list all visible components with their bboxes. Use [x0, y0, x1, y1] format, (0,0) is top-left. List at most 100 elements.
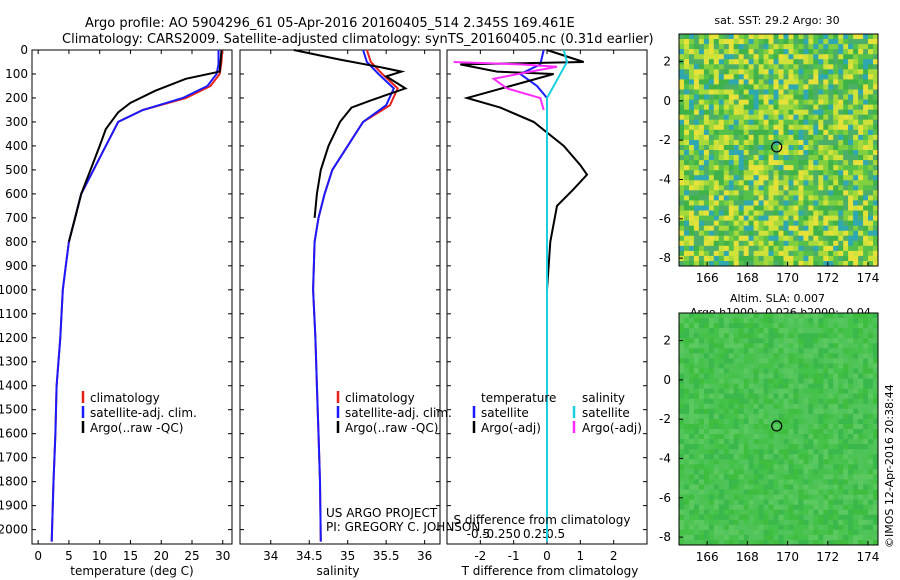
- map-cell: [808, 119, 814, 126]
- map-cell: [738, 195, 745, 201]
- map-cell: [863, 139, 869, 146]
- map-cell: [684, 489, 690, 495]
- map-cell: [718, 540, 725, 546]
- map-cell: [684, 469, 690, 475]
- map-cell: [693, 104, 700, 111]
- map-cell: [828, 343, 834, 349]
- map-cell: [818, 499, 824, 506]
- map-cell: [798, 124, 804, 131]
- map-cell: [708, 504, 715, 511]
- map-cell: [848, 74, 854, 80]
- map-cell: [808, 235, 814, 242]
- map-cell: [818, 494, 824, 501]
- map-cell: [753, 484, 760, 490]
- map-cell: [853, 185, 859, 191]
- salinity-panel-frame: [239, 49, 441, 545]
- map-cell: [838, 220, 844, 227]
- map-cell: [788, 418, 794, 425]
- map-cell: [853, 509, 859, 516]
- map-cell: [718, 180, 725, 186]
- map-cell: [803, 424, 809, 430]
- map-cell: [733, 235, 740, 242]
- map-cell: [773, 509, 779, 516]
- map-cell: [778, 245, 784, 252]
- map-cell: [708, 64, 715, 70]
- map-cell: [763, 343, 770, 349]
- map-cell: [708, 494, 715, 501]
- map-cell: [684, 89, 690, 95]
- map-cell: [763, 205, 770, 211]
- map-cell: [708, 474, 715, 480]
- map-cell: [843, 378, 849, 385]
- map-cell: [718, 250, 725, 257]
- map-cell: [853, 250, 859, 257]
- map-cell: [718, 235, 725, 242]
- map-cell: [733, 348, 740, 354]
- map-cell: [838, 255, 844, 262]
- map-cell: [738, 180, 745, 186]
- map-cell: [813, 210, 819, 216]
- map-cell: [838, 170, 844, 176]
- map-cell: [753, 429, 760, 435]
- map-cell: [798, 160, 804, 166]
- map-cell: [698, 418, 705, 425]
- map-cell: [689, 235, 695, 242]
- map-cell: [698, 514, 705, 521]
- map-cell: [828, 449, 834, 455]
- map-cell: [679, 413, 685, 420]
- map-cell: [868, 454, 874, 460]
- x-tick-label: 1: [577, 549, 585, 563]
- map-cell: [818, 54, 824, 60]
- s-diff-tick-label: 0: [513, 527, 521, 541]
- map-cell: [843, 124, 849, 131]
- map-cell: [758, 353, 765, 359]
- map-cell: [813, 230, 819, 237]
- map-cell: [684, 124, 690, 131]
- map-cell: [798, 129, 804, 136]
- map-cell: [843, 353, 849, 359]
- map-cell: [873, 474, 879, 480]
- map-cell: [788, 150, 794, 156]
- map-cell: [858, 504, 864, 511]
- map-cell: [818, 323, 824, 329]
- map-cell: [838, 529, 844, 536]
- map-cell: [818, 328, 824, 334]
- map-cell: [733, 240, 740, 247]
- map-cell: [728, 134, 735, 141]
- map-cell: [843, 69, 849, 75]
- map-cell: [733, 444, 740, 450]
- map-cell: [718, 514, 725, 521]
- map-cell: [808, 210, 814, 216]
- map-cell: [873, 469, 879, 475]
- map-cell: [703, 519, 710, 526]
- map-cell: [684, 373, 690, 379]
- map-cell: [873, 393, 879, 400]
- map-cell: [873, 104, 879, 111]
- map-cell: [738, 499, 745, 506]
- map-cell: [748, 59, 755, 65]
- map-cell: [753, 459, 760, 465]
- s-diff-tick-label: -0.5: [467, 527, 490, 541]
- map-cell: [868, 459, 874, 465]
- map-cell: [689, 185, 695, 191]
- map-cell: [718, 509, 725, 516]
- map-cell: [838, 139, 844, 146]
- map-cell: [684, 333, 690, 339]
- map-cell: [684, 363, 690, 369]
- map-cell: [788, 323, 794, 329]
- map-cell: [833, 358, 839, 364]
- map-cell: [808, 479, 814, 485]
- map-cell: [684, 499, 690, 506]
- map-cell: [693, 200, 700, 206]
- map-cell: [868, 250, 874, 257]
- map-cell: [753, 74, 760, 80]
- depth-tick-label: 1500: [0, 403, 28, 417]
- map-cell: [713, 185, 720, 191]
- map-cell: [713, 338, 720, 344]
- map-cell: [723, 160, 730, 166]
- map-cell: [868, 509, 874, 516]
- map-cell: [703, 494, 710, 501]
- map-cell: [848, 69, 854, 75]
- map-cell: [698, 139, 705, 146]
- map-cell: [733, 424, 740, 430]
